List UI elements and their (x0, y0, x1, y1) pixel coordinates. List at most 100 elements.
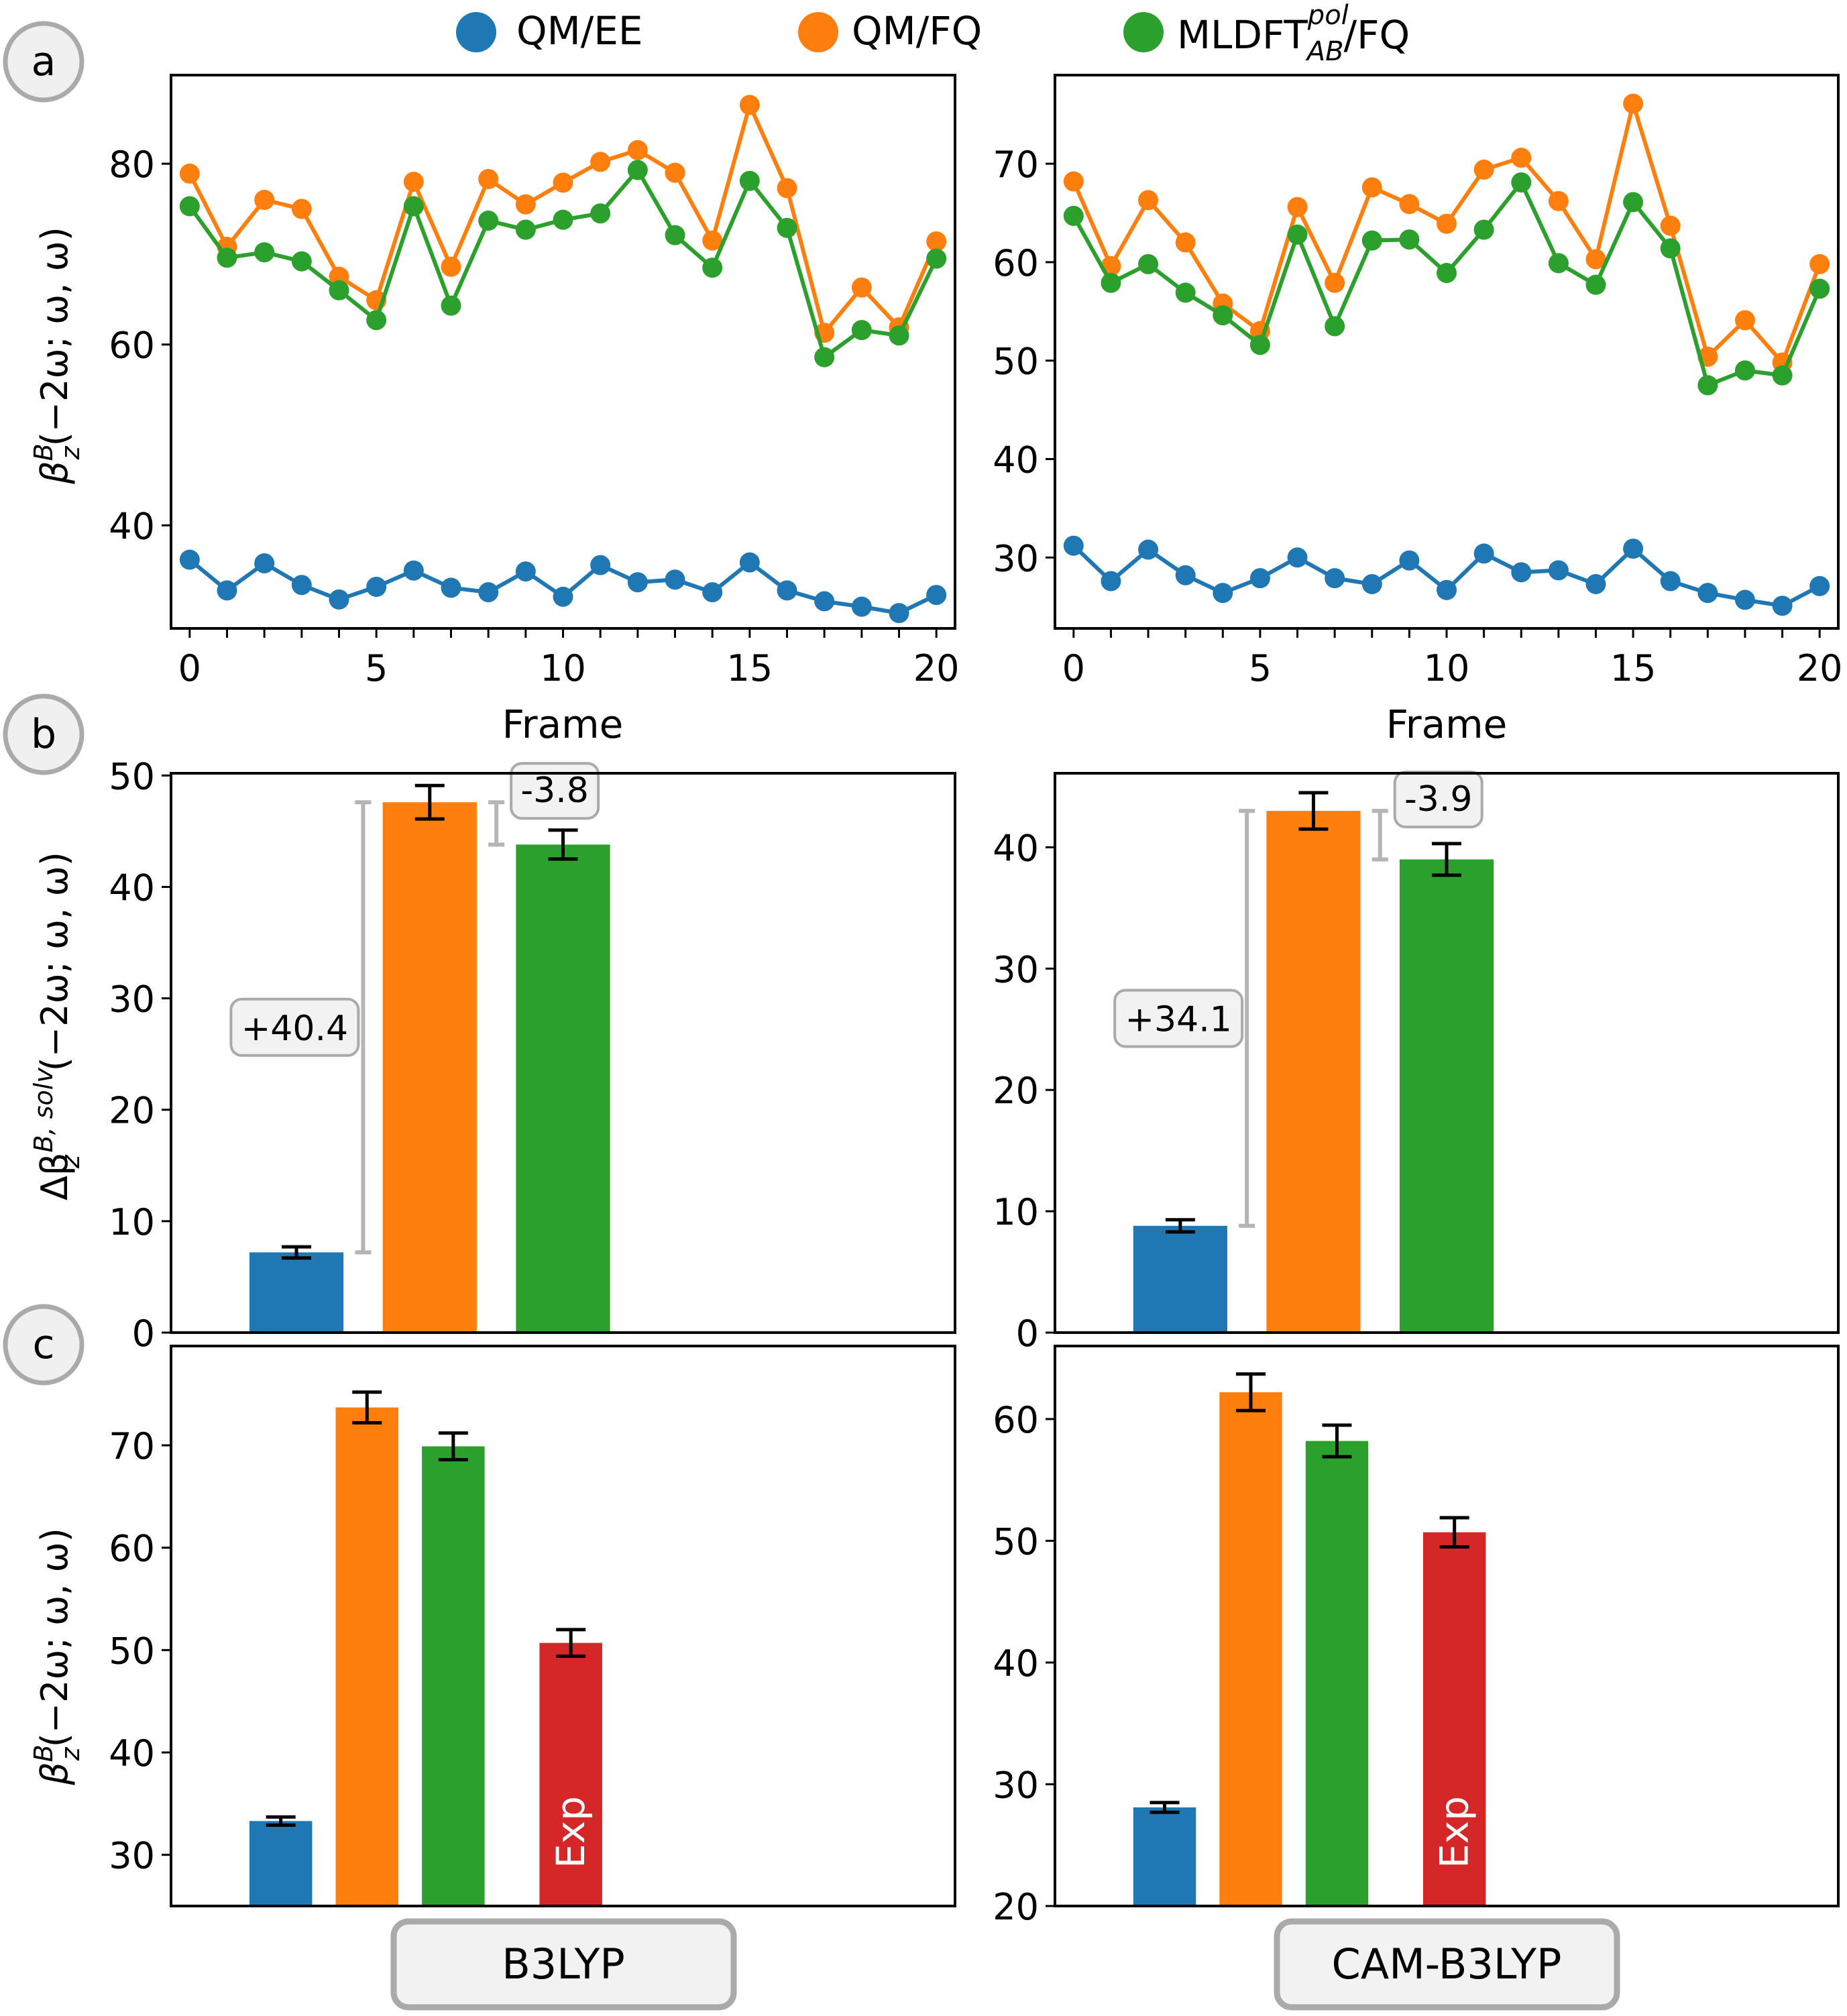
y-tick-label: 80 (109, 144, 155, 186)
data-point (814, 591, 835, 612)
panel-badge-c-label: c (33, 1321, 55, 1368)
data-point (1734, 590, 1755, 610)
data-point (665, 569, 685, 590)
data-point (1138, 190, 1159, 211)
bar-exp (539, 1642, 602, 1906)
data-point (926, 231, 947, 252)
chart-c-b3lyp: 30 40 50 60 70 Exp (109, 1345, 956, 1907)
data-point (366, 576, 387, 597)
delta-label-small: -3.8 (520, 771, 588, 811)
data-point (1361, 573, 1382, 594)
functional-box-cam-b3lyp-frame (1274, 1918, 1620, 2011)
data-point (515, 219, 536, 240)
functional-label-b3lyp: B3LYP (502, 1940, 625, 1989)
axes-frame (170, 772, 956, 1334)
legend-label-mldft-main: MLDFT (1177, 12, 1308, 58)
y-tick-label: 60 (993, 1399, 1039, 1441)
data-point (1101, 571, 1121, 592)
data-point (702, 230, 723, 251)
delta-label-large: +40.4 (241, 1009, 348, 1049)
data-point (777, 217, 797, 238)
data-point (1437, 263, 1457, 284)
y-tick-label: 50 (993, 341, 1039, 383)
y-tick-label: 70 (993, 144, 1039, 186)
data-point (777, 178, 797, 199)
x-tick-label: 0 (178, 647, 201, 689)
bar-label-exp: Exp (548, 1796, 594, 1868)
data-point (739, 552, 760, 573)
data-point (1585, 274, 1606, 295)
data-point (179, 196, 200, 217)
axes-frame (1054, 772, 1840, 1334)
data-point (515, 194, 536, 215)
legend-label-mldft-sup: pol (1307, 0, 1349, 31)
data-point (1809, 278, 1830, 299)
xlabel-frame-right: Frame (1386, 702, 1508, 747)
ylabel-a-sup: B (29, 443, 58, 461)
chart-a-cam-b3lyp: 30 40 50 60 70 0 5 10 15 20 (993, 74, 1843, 689)
data-point (1623, 93, 1644, 114)
ylabel-b-main: Δβ (34, 1152, 76, 1200)
legend-label-qm-fq: QM/FQ (852, 8, 982, 54)
panel-badge-a: a (3, 21, 85, 103)
data-point (1213, 305, 1233, 326)
data-point (1548, 560, 1569, 581)
chart-a-b3lyp: 40 60 80 0 5 10 15 20 (109, 74, 960, 689)
bar-qm-fq (335, 1407, 399, 1906)
bar-qm-fq (1219, 1392, 1282, 1906)
data-point (1511, 172, 1532, 193)
data-point (851, 277, 872, 298)
bar-qm-ee (1133, 1225, 1227, 1333)
bar-label-exp: Exp (1432, 1796, 1477, 1868)
data-point (1772, 365, 1793, 386)
data-point (1325, 316, 1345, 337)
y-tick-label: 10 (109, 1201, 155, 1243)
y-tick-label: 60 (109, 1528, 155, 1570)
ylabel-a-sub: z (56, 445, 85, 460)
x-tick-label: 15 (1610, 647, 1657, 689)
y-tick-label: 60 (993, 242, 1039, 284)
x-tick-label: 5 (1249, 647, 1272, 689)
ylabel-panel-c: βBz(−2ω; ω, ω) (29, 1528, 85, 1786)
y-tick-label: 60 (109, 325, 155, 367)
data-point (1623, 192, 1644, 213)
bar-qm-ee (249, 1252, 344, 1333)
data-point (217, 247, 237, 268)
functional-label-cam-b3lyp: CAM-B3LYP (1332, 1940, 1562, 1989)
y-tick-label: 40 (993, 439, 1039, 482)
data-point (478, 211, 499, 231)
data-point (179, 549, 200, 570)
y-tick-label: 40 (109, 866, 155, 909)
functional-box-b3lyp: B3LYP (390, 1918, 737, 2011)
data-point (814, 347, 835, 368)
delta-label-box-large (229, 997, 360, 1057)
axes-frame (170, 74, 956, 630)
data-point (1287, 547, 1308, 568)
data-point (1287, 197, 1308, 217)
data-point (1809, 575, 1830, 596)
y-tick-label: 0 (132, 1312, 155, 1355)
data-point (777, 580, 797, 601)
data-point (403, 196, 424, 217)
panel-badge-b-circle (3, 693, 85, 775)
bar-exp (1422, 1532, 1486, 1906)
y-tick-label: 40 (109, 505, 155, 547)
chart-b-b3lyp: 0 10 20 30 40 50 +40.4 -3.8 (109, 755, 956, 1355)
data-point (1399, 229, 1420, 250)
data-point (739, 170, 760, 191)
y-tick-label: 50 (993, 1520, 1039, 1563)
data-point (553, 209, 573, 230)
axes-frame (1054, 1345, 1840, 1907)
data-point (179, 163, 200, 184)
y-tick-label: 40 (993, 827, 1039, 869)
ylabel-a-main: β (34, 461, 76, 484)
bar-qm-fq (1266, 811, 1361, 1333)
panel-badge-c: c (3, 1304, 85, 1386)
data-point (702, 258, 723, 278)
bar-qm-ee (249, 1821, 313, 1906)
x-tick-label: 20 (1797, 647, 1843, 689)
y-tick-label: 30 (993, 948, 1039, 991)
data-point (627, 139, 648, 160)
data-point (1772, 596, 1793, 616)
ylabel-c-tail: (−2ω; ω, ω) (34, 1528, 76, 1747)
